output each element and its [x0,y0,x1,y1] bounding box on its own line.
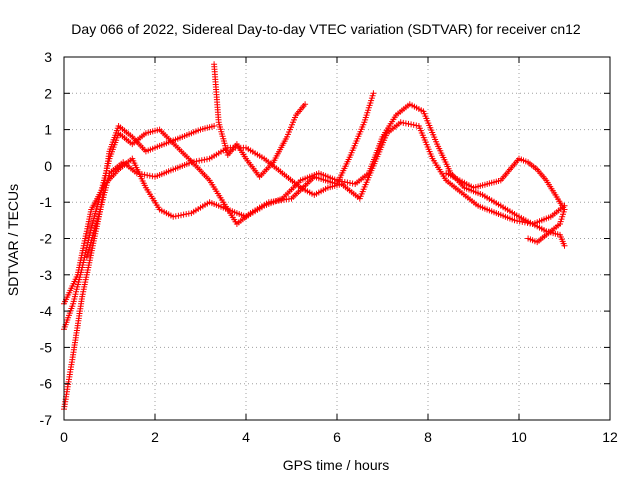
series-line-track-2 [213,64,306,178]
y-tick-label: 0 [44,158,52,174]
y-tick-label: 1 [44,122,52,138]
series-track-2 [211,61,309,180]
series-line-track-4 [63,103,565,305]
x-tick-label: 10 [511,429,527,445]
x-tick-label: 2 [151,429,159,445]
y-tick-label: -2 [40,231,53,247]
y-tick-label: -3 [40,267,53,283]
x-tick-label: 8 [424,429,432,445]
series-markers-track-4 [61,101,568,307]
y-tick-label: -1 [40,194,53,210]
series-track-4 [61,101,568,307]
y-tick-label: 2 [44,85,52,101]
series-line-track-3 [63,93,374,330]
y-tick-label: -4 [40,303,53,319]
series-markers-track-2 [211,61,309,180]
y-tick-label: -6 [40,376,53,392]
y-axis-label: SDTVAR / TECUs [5,184,21,296]
series-markers-track-5 [83,119,568,260]
x-tick-label: 12 [602,429,618,445]
chart-title: Day 066 of 2022, Sidereal Day-to-day VTE… [71,21,581,37]
series-track-5 [83,119,568,260]
y-tick-label: -5 [40,339,53,355]
x-axis-label: GPS time / hours [283,457,390,473]
grid [64,57,610,420]
x-tick-label: 6 [333,429,341,445]
y-tick-label: -7 [40,412,53,428]
x-tick-label: 4 [242,429,250,445]
series-track-6 [443,155,568,246]
x-tick-label: 0 [60,429,68,445]
y-tick-label: 3 [44,49,52,65]
series-group [61,61,568,413]
series-markers-track-6 [443,155,568,246]
